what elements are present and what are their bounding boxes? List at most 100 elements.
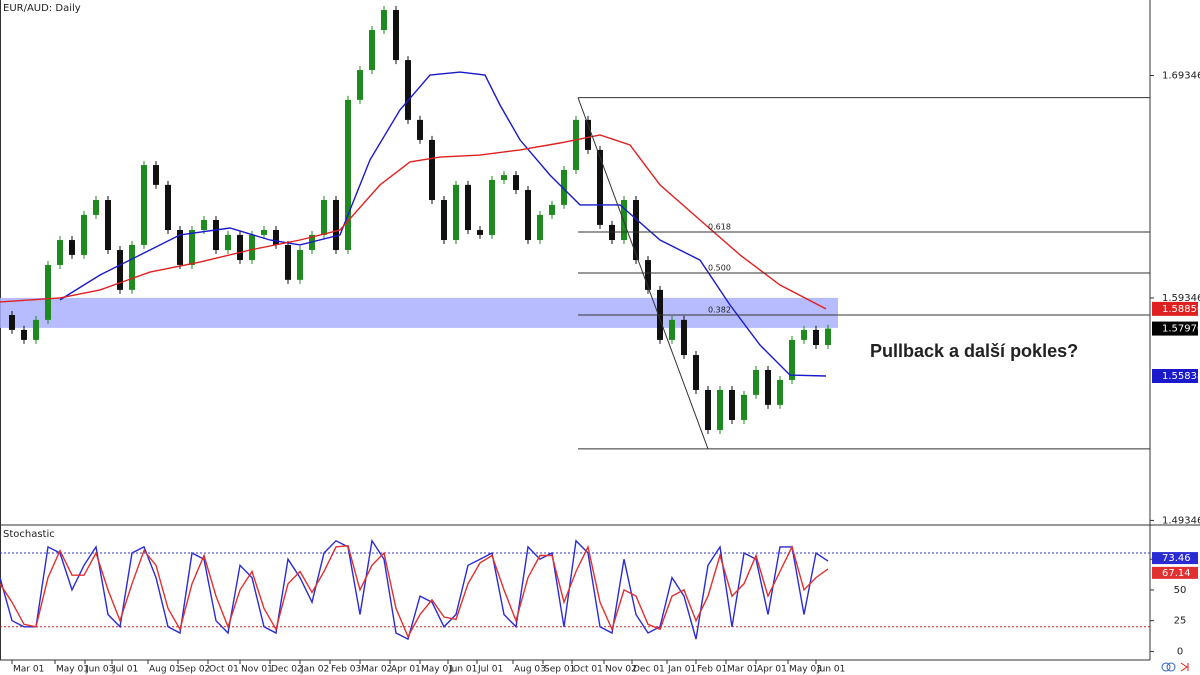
candle-body xyxy=(225,234,231,251)
candle-body xyxy=(465,184,471,231)
candle-body xyxy=(297,250,303,280)
x-tick-label: Jan 01 xyxy=(667,665,696,675)
x-tick-label: Oct 01 xyxy=(573,665,603,675)
candle-body xyxy=(765,369,771,405)
candle-body xyxy=(453,184,459,241)
candle-body xyxy=(813,329,819,346)
candle-body xyxy=(489,179,495,235)
stoch-line xyxy=(0,538,829,641)
candle-body xyxy=(321,199,327,235)
y-tick-label: 25 xyxy=(1174,616,1187,627)
x-tick-label: May 01 xyxy=(421,665,454,675)
candle-body xyxy=(561,169,567,205)
candle-body xyxy=(537,214,543,241)
x-tick-label: Oct 01 xyxy=(209,665,239,675)
candle-body xyxy=(117,250,123,290)
candle-body xyxy=(621,199,627,241)
candle-body xyxy=(825,328,831,346)
stoch-title: Stochastic xyxy=(3,529,55,540)
candle-body xyxy=(9,315,15,330)
candle-body xyxy=(273,230,279,245)
candle-body xyxy=(549,204,555,215)
fib-swing xyxy=(577,97,709,450)
candle-body xyxy=(249,234,255,261)
candle-body xyxy=(753,369,759,395)
x-tick-label: Jan 02 xyxy=(300,665,329,675)
chart-title: EUR/AUD: Daily xyxy=(3,3,81,14)
candle-body xyxy=(129,244,135,290)
title-bg xyxy=(1,1,61,14)
x-tick-label: Nov 02 xyxy=(605,665,637,675)
candle-body xyxy=(33,319,39,340)
candle-body xyxy=(585,119,591,150)
candle-body xyxy=(801,329,807,340)
x-tick-label: Jul 01 xyxy=(112,665,138,675)
candle-body xyxy=(513,175,519,190)
x-tick-label: Apr 01 xyxy=(391,665,421,675)
candle-body xyxy=(717,389,723,431)
candle-body xyxy=(357,70,363,100)
sr-zone xyxy=(0,297,838,328)
toolbar-icons[interactable] xyxy=(1161,662,1189,672)
annotation: Pullback a další pokles? xyxy=(870,341,1078,361)
icon[interactable] xyxy=(1180,662,1189,672)
candle-body xyxy=(45,264,51,320)
candle-body xyxy=(333,199,339,251)
candle-body xyxy=(141,165,147,245)
candle-body xyxy=(525,189,531,241)
price-marker-label: 1.57970 xyxy=(1162,324,1200,335)
candle-body xyxy=(153,165,159,185)
candle-body xyxy=(573,119,579,170)
y-tick-label: 1.69346 xyxy=(1162,71,1200,82)
x-tick-label: May 01 xyxy=(56,665,89,675)
candle-body xyxy=(177,230,183,265)
candle-body xyxy=(705,389,711,431)
stoch-marker xyxy=(1152,552,1198,565)
candle-body xyxy=(645,260,651,290)
candle-body xyxy=(441,199,447,241)
candle-body xyxy=(393,10,399,61)
candle-body xyxy=(345,99,351,251)
x-tick-label: Feb 01 xyxy=(697,665,727,675)
moving-average xyxy=(0,134,827,310)
x-tick-label: Mar 01 xyxy=(727,665,758,675)
candle-body xyxy=(81,214,87,255)
candle-body xyxy=(69,240,75,255)
x-tick-label: Mar 02 xyxy=(361,665,392,675)
candle-body xyxy=(633,199,639,261)
candle-body xyxy=(429,139,435,200)
candle-body xyxy=(477,230,483,235)
candle-body xyxy=(777,379,783,405)
candle-body xyxy=(789,339,795,380)
x-tick-label: Mar 01 xyxy=(13,665,44,675)
candle-body xyxy=(741,394,747,420)
fib-label: 0.618 xyxy=(708,223,731,232)
stoch-marker xyxy=(1152,566,1198,579)
candle-body xyxy=(93,199,99,215)
candle-body xyxy=(501,175,507,180)
y-tick-label: 1.59346 xyxy=(1162,293,1200,304)
y-tick-label: 50 xyxy=(1174,585,1187,596)
stoch-line xyxy=(0,544,829,639)
candle-body xyxy=(21,329,27,340)
moving-average xyxy=(59,71,827,377)
x-tick-label: Feb 03 xyxy=(331,665,361,675)
stoch-title-bg xyxy=(1,527,41,540)
x-tick-label: Jun 01 xyxy=(816,665,845,675)
candle-body xyxy=(681,319,687,356)
candle-body xyxy=(261,230,267,235)
y-tick-label: 1.49346 xyxy=(1162,515,1200,526)
candle-body xyxy=(165,184,171,231)
candle-body xyxy=(213,220,219,251)
stoch-marker-label: 67.14 xyxy=(1162,568,1191,579)
icon[interactable] xyxy=(1161,662,1171,672)
candle-body xyxy=(417,119,423,140)
icon[interactable] xyxy=(1166,662,1176,672)
price-panel: 0.618 0.500 0.382 xyxy=(0,6,1150,450)
x-tick-label: Dec 02 xyxy=(271,665,303,675)
x-tick-label: Aug 03 xyxy=(514,665,546,675)
x-tick-label: May 03 xyxy=(789,665,822,675)
candle-body xyxy=(237,234,243,261)
x-tick-label: Jun 03 xyxy=(85,665,114,675)
